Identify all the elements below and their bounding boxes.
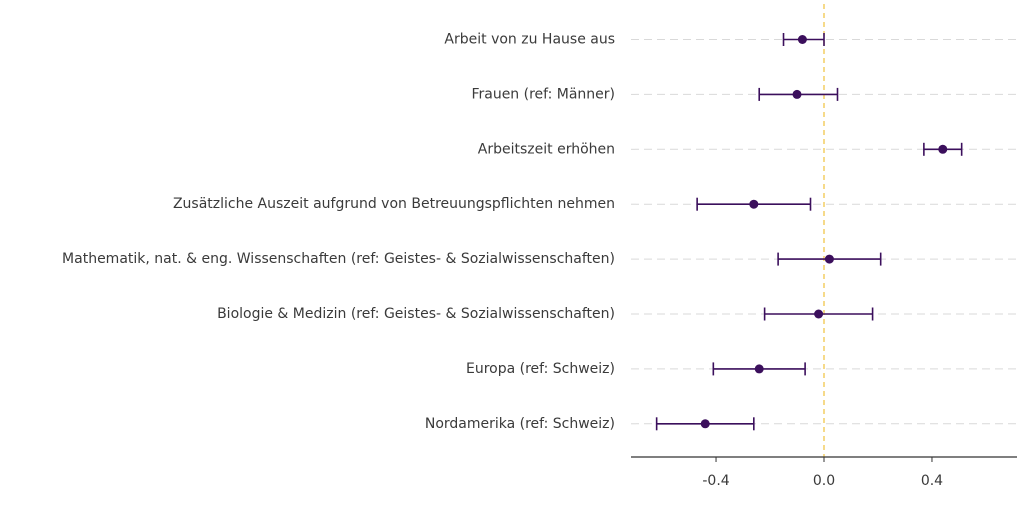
category-label: Arbeitszeit erhöhen — [478, 141, 615, 157]
category-label: Frauen (ref: Männer) — [471, 86, 615, 102]
x-tick-label: -0.4 — [702, 473, 729, 489]
x-axis-ticks: -0.4 0.0 0.4 — [702, 457, 943, 489]
estimate-point — [792, 89, 802, 99]
estimate-row — [696, 197, 812, 211]
category-label: Europa (ref: Schweiz) — [466, 361, 615, 377]
estimate-point — [797, 35, 807, 44]
category-label: Biologie & Medizin (ref: Geistes- & Sozi… — [217, 306, 615, 322]
estimate-row — [758, 87, 839, 101]
estimate-row — [655, 417, 755, 431]
estimate-point — [754, 364, 764, 374]
estimate-point — [700, 419, 710, 429]
x-tick-label: 0.4 — [921, 473, 943, 489]
category-label: Mathematik, nat. & eng. Wissenschaften (… — [62, 251, 615, 267]
estimates-with-intervals — [655, 33, 963, 431]
x-tick-label: 0.0 — [813, 473, 835, 489]
estimate-row — [777, 252, 882, 266]
estimate-point — [814, 309, 824, 319]
estimate-point — [824, 254, 834, 264]
estimate-row — [923, 142, 963, 156]
estimate-row — [763, 307, 874, 321]
category-label: Zusätzliche Auszeit aufgrund von Betreuu… — [173, 196, 615, 212]
category-label: Nordamerika (ref: Schweiz) — [425, 416, 615, 432]
category-label: Arbeit von zu Hause aus — [444, 32, 615, 48]
estimate-point — [749, 199, 759, 209]
estimate-row — [712, 362, 806, 376]
estimate-point — [938, 144, 948, 154]
category-labels: Arbeit von zu Hause aus Frauen (ref: Männ… — [62, 32, 615, 432]
estimate-row — [782, 33, 825, 46]
